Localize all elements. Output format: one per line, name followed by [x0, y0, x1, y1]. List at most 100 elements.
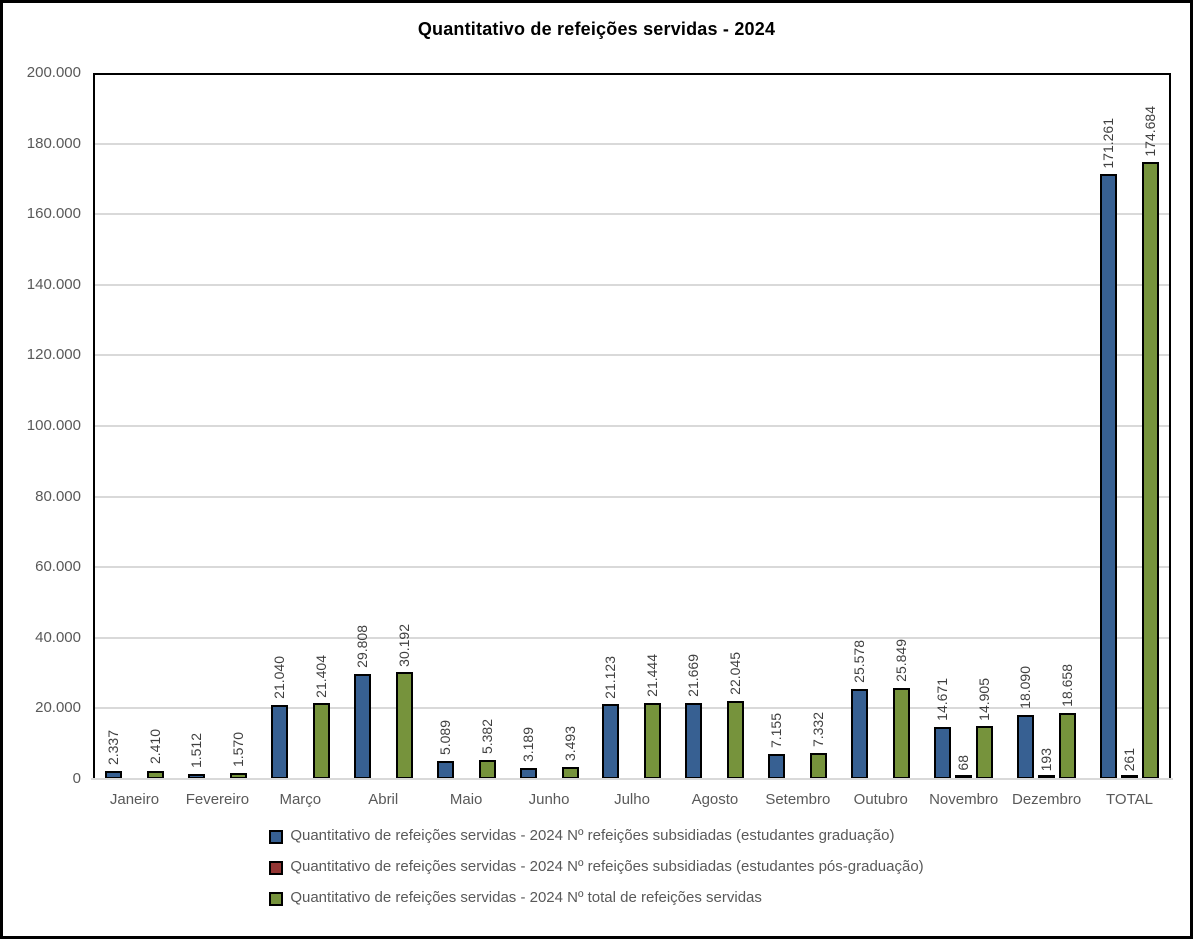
gridline	[93, 495, 1171, 498]
bar[interactable]	[1059, 713, 1077, 779]
bar[interactable]	[644, 703, 662, 779]
y-tick-label: 20.000	[35, 699, 81, 717]
y-tick-label: 160.000	[26, 205, 81, 223]
y-tick-label: 80.000	[35, 487, 81, 505]
bar-group: 21.123 21.444	[591, 73, 674, 779]
bar-value-label: 25.849	[893, 638, 910, 682]
bar-value-label: 1.570	[229, 732, 246, 768]
bar-group: 1.512 1.570	[176, 73, 259, 779]
gridline	[93, 566, 1171, 569]
x-tick-label: Janeiro	[109, 791, 160, 808]
bar-value-label: 5.089	[436, 720, 453, 756]
bar-value-label: 21.404	[312, 654, 329, 698]
bar[interactable]	[727, 701, 745, 779]
x-tick-label: Julho	[614, 791, 650, 808]
bar-value-label: 22.045	[727, 652, 744, 696]
y-tick-label: 100.000	[26, 417, 81, 434]
legend-label: Quantitativo de refeições servidas - 202…	[290, 827, 895, 844]
bar[interactable]	[685, 702, 703, 779]
y-tick-label: 0	[72, 770, 81, 787]
bar[interactable]	[312, 703, 330, 779]
bar-value-label: 193	[1038, 747, 1055, 771]
bar-group: 7.155 7.332	[756, 73, 839, 779]
plot-area: 2.337 2.410 1.512 1.570 21.040 21.404 29.808 30…	[93, 73, 1171, 779]
bar[interactable]	[1100, 174, 1118, 779]
bar[interactable]	[893, 687, 911, 779]
bar[interactable]	[1017, 715, 1035, 779]
x-tick-label: Novembro	[929, 791, 999, 808]
bar-value-label: 174.684	[1142, 105, 1159, 157]
bar[interactable]	[976, 726, 994, 779]
bar[interactable]	[1142, 162, 1160, 779]
bar[interactable]	[602, 704, 620, 779]
gridline	[93, 707, 1171, 710]
bar-group: 171.261 261 174.684	[1088, 73, 1171, 779]
bar[interactable]	[353, 673, 371, 779]
bar-group: 25.578 25.849	[839, 73, 922, 779]
gridline	[93, 425, 1171, 427]
gridline	[93, 213, 1171, 216]
x-tick-label: TOTAL	[1106, 791, 1153, 808]
x-tick-label: Maio	[449, 791, 483, 808]
bar-group: 18.090 193 18.658	[1005, 73, 1088, 779]
legend-label: Quantitativo de refeições servidas - 202…	[290, 858, 924, 875]
bar[interactable]	[768, 753, 786, 779]
bar[interactable]	[561, 766, 579, 779]
legend-item[interactable]: Quantitativo de refeições servidas - 202…	[269, 858, 924, 875]
bar-value-label: 18.090	[1017, 666, 1034, 710]
bar-value-label: 261	[1121, 747, 1138, 771]
bar-value-label: 21.444	[644, 654, 661, 698]
gridline	[93, 354, 1171, 357]
bar-group: 5.089 5.382	[425, 73, 508, 779]
bar[interactable]	[187, 773, 205, 779]
legend: Quantitativo de refeições servidas - 202…	[3, 827, 1190, 920]
y-tick-label: 140.000	[26, 275, 81, 293]
chart-title: Quantitativo de refeições servidas - 202…	[417, 19, 776, 39]
bar-value-label: 14.671	[934, 678, 951, 722]
bar-group: 21.669 22.045	[673, 73, 756, 779]
bar-value-label: 2.410	[146, 729, 163, 765]
bar-group: 21.040 21.404	[259, 73, 342, 779]
bar-value-label: 7.332	[810, 712, 827, 748]
bar[interactable]	[934, 727, 952, 779]
bar-value-label: 1.512	[187, 732, 204, 768]
bar-group: 29.808 30.192	[342, 73, 425, 779]
gridline	[93, 283, 1171, 286]
x-tick-label: Fevereiro	[185, 791, 250, 808]
y-tick-label: 60.000	[35, 558, 81, 576]
bar-value-label: 2.337	[104, 729, 121, 765]
legend-swatch-icon	[269, 830, 284, 844]
x-tick-label: Agosto	[691, 791, 739, 808]
bar-value-label: 21.123	[602, 655, 619, 699]
gridline	[93, 636, 1171, 639]
legend-swatch-icon	[269, 892, 284, 906]
bar[interactable]	[810, 753, 828, 779]
bar-value-label: 5.382	[478, 718, 495, 755]
legend-item[interactable]: Quantitativo de refeições servidas - 202…	[269, 827, 923, 844]
bar-group: 2.337 2.410	[93, 73, 176, 779]
bar[interactable]	[478, 760, 496, 779]
x-tick-label: Setembro	[765, 791, 831, 808]
legend-label: Quantitativo de refeições servidas - 202…	[290, 889, 762, 906]
y-tick-label: 40.000	[35, 628, 81, 646]
bar-value-label: 3.493	[561, 725, 578, 761]
bar-group: 14.671 68 14.905	[922, 73, 1005, 779]
bar-value-label: 21.040	[270, 655, 287, 699]
bar[interactable]	[395, 672, 413, 779]
bar-value-label: 171.261	[1100, 117, 1117, 169]
x-tick-label: Abril	[368, 791, 399, 808]
x-tick-label: Outubro	[853, 791, 908, 808]
bar-value-label: 25.578	[851, 639, 868, 683]
gridline	[93, 142, 1171, 145]
y-tick-label: 180.000	[26, 134, 81, 152]
bar[interactable]	[519, 767, 537, 779]
bar-value-label: 21.669	[685, 653, 702, 697]
bar-value-label: 68	[955, 755, 972, 771]
bar-value-label: 14.905	[976, 677, 993, 721]
bar-value-label: 3.189	[519, 726, 536, 762]
legend-item[interactable]: Quantitativo de refeições servidas - 202…	[269, 889, 923, 906]
bar[interactable]	[436, 761, 454, 779]
bar[interactable]	[104, 770, 122, 779]
bar[interactable]	[851, 688, 869, 779]
bar[interactable]	[270, 704, 288, 779]
